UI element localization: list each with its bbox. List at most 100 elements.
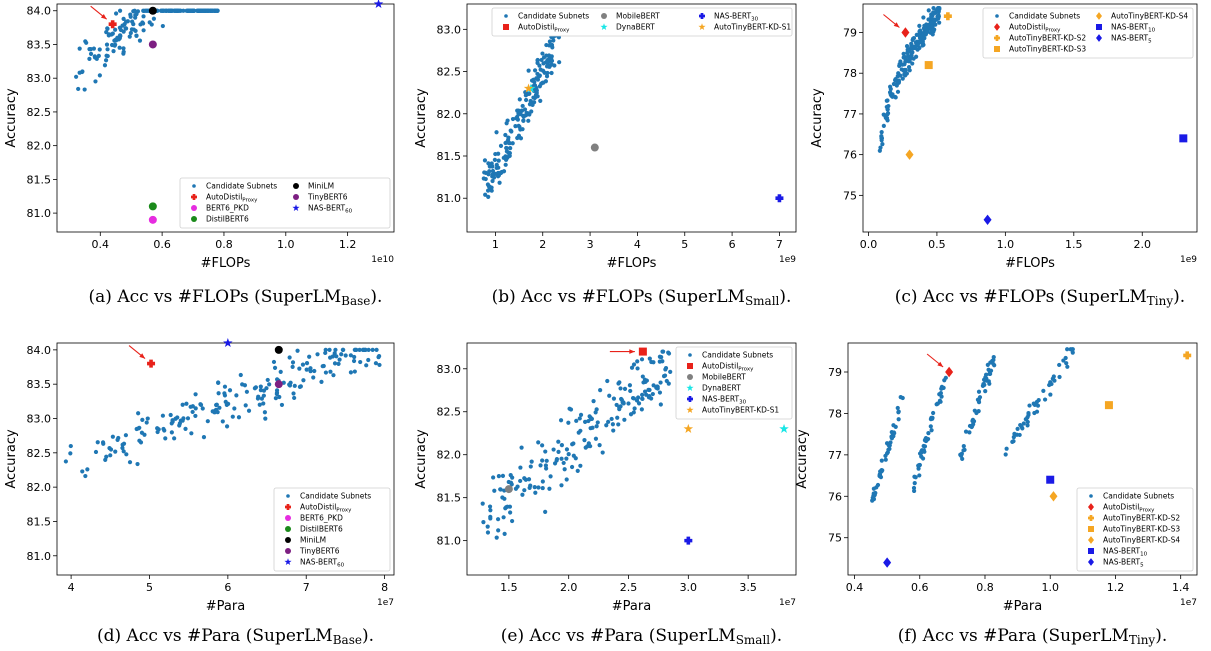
model-marker: [1179, 134, 1188, 143]
candidate-point: [929, 428, 934, 433]
x-tick-label: 2.0: [560, 581, 578, 594]
candidate-point: [494, 535, 499, 540]
legend-label: AutoTinyBERT-KD-S3: [1103, 525, 1180, 534]
candidate-point: [364, 363, 369, 368]
candidate-point: [503, 132, 508, 138]
candidate-point: [509, 129, 514, 134]
candidate-point: [181, 8, 186, 13]
caption: (e) Acc vs #Para (SuperLMSmall).: [501, 626, 782, 647]
legend-label: NAS-BERT5: [1111, 34, 1152, 45]
candidate-point: [942, 378, 947, 383]
candidate-point: [891, 423, 896, 428]
candidate-point: [332, 361, 338, 366]
candidate-point: [339, 352, 344, 357]
candidate-point: [898, 395, 903, 400]
x-axis-label: #FLOPs: [201, 256, 251, 271]
candidate-point: [312, 368, 317, 374]
candidate-point: [290, 360, 296, 365]
x-tick-label: 1.5: [1065, 238, 1083, 251]
candidate-point: [921, 15, 926, 20]
candidate-point: [181, 416, 186, 421]
y-tick-label: 84.0: [27, 5, 52, 18]
caption-subscript: Tiny: [1147, 294, 1174, 308]
legend-marker: [284, 558, 292, 566]
legend-marker: [1088, 515, 1094, 522]
candidate-point: [662, 373, 668, 378]
candidate-point: [117, 33, 123, 38]
candidate-point: [935, 5, 941, 11]
legend-marker: [687, 363, 693, 369]
candidate-point: [577, 416, 582, 421]
candidate-point: [494, 162, 499, 168]
candidate-point: [595, 420, 600, 425]
legend-marker: [503, 24, 509, 30]
candidate-point: [481, 520, 486, 525]
candidate-point: [526, 477, 532, 482]
x-tick-label: 0.8: [215, 238, 233, 251]
legend-marker: [1088, 558, 1094, 566]
candidate-point: [333, 347, 338, 352]
candidate-point: [151, 16, 156, 21]
candidate-point: [121, 51, 126, 56]
legend-label: AutoDistilProxy: [206, 193, 258, 204]
candidate-point: [230, 414, 235, 419]
candidate-point: [1011, 435, 1016, 440]
candidate-point: [928, 424, 933, 429]
candidate-point: [896, 417, 901, 422]
y-tick-label: 77: [843, 108, 857, 121]
candidate-point: [205, 8, 211, 13]
candidate-point: [88, 51, 94, 56]
candidate-point: [508, 480, 514, 485]
candidate-point: [912, 488, 917, 494]
candidate-point: [658, 402, 663, 407]
candidate-point: [510, 141, 515, 146]
candidate-point: [651, 383, 656, 388]
y-tick-label: 81.0: [437, 192, 462, 205]
x-tick-label: 5: [681, 238, 688, 251]
candidate-point: [961, 444, 966, 449]
candidate-point: [655, 384, 660, 389]
legend-label: DistilBERT6: [206, 215, 249, 224]
candidate-point: [352, 347, 357, 352]
candidate-point: [263, 416, 268, 421]
candidate-point: [919, 448, 925, 453]
candidate-point: [884, 98, 889, 103]
y-tick-label: 78: [843, 67, 857, 80]
legend-label: AutoTinyBERT-KD-S2: [1009, 34, 1086, 43]
candidate-point: [101, 441, 106, 446]
candidate-point: [337, 357, 342, 362]
legend-label: DynaBERT: [702, 384, 741, 393]
candidate-point: [549, 57, 554, 62]
legend-label: NAS-BERT30: [714, 12, 759, 23]
candidate-point: [986, 379, 991, 384]
candidate-point: [909, 50, 914, 55]
candidate-point: [1064, 361, 1069, 366]
candidate-point: [351, 358, 357, 364]
candidate-point: [348, 370, 353, 375]
candidate-point: [205, 419, 210, 424]
candidate-point: [1035, 403, 1041, 408]
legend-label: AutoTinyBERT-KD-S2: [1103, 514, 1180, 523]
candidate-point: [536, 485, 541, 490]
y-tick-label: 83.0: [437, 363, 462, 376]
candidate-point: [627, 383, 633, 388]
legend-entry: AutoTinyBERT-KD-S3: [1088, 525, 1180, 534]
candidate-point: [590, 425, 595, 430]
candidate-point: [1015, 426, 1020, 431]
candidate-point: [920, 43, 925, 48]
model-marker: [1183, 351, 1192, 360]
candidate-point: [535, 71, 540, 77]
candidate-point: [611, 396, 617, 401]
legend-entry: Candidate Subnets: [1089, 492, 1174, 501]
candidate-point: [917, 473, 922, 478]
candidate-point: [137, 38, 143, 43]
candidate-point: [903, 67, 908, 73]
candidate-point: [886, 103, 891, 109]
candidate-point: [292, 395, 297, 401]
candidate-point: [243, 403, 248, 408]
candidate-point: [489, 188, 494, 193]
candidate-point: [668, 369, 673, 374]
legend: Candidate Subnets AutoDistilProxy MobileBE…: [491, 7, 793, 37]
candidate-point: [1012, 431, 1017, 436]
candidate-point: [562, 467, 567, 472]
